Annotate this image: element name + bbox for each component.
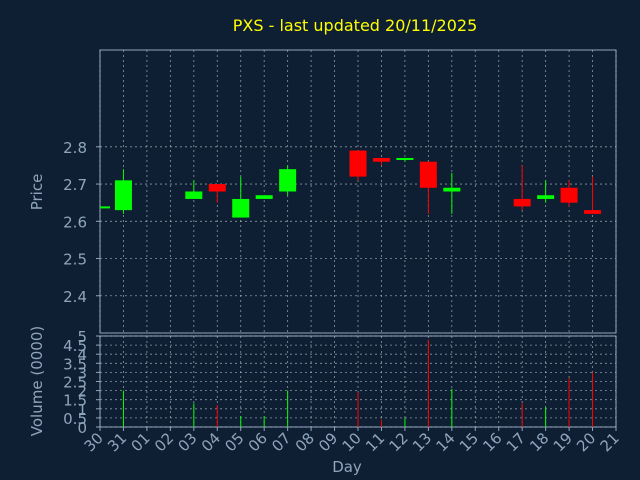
x-tick-label: 01 xyxy=(128,429,154,455)
price-y-tick-label: 2.8 xyxy=(63,139,87,157)
volume-y-tick-label: 0.5 xyxy=(63,410,87,428)
x-tick-label: 31 xyxy=(104,429,130,455)
price-y-tick-label: 2.5 xyxy=(63,251,87,269)
chart-title: PXS - last updated 20/11/2025 xyxy=(233,16,478,35)
candle-body xyxy=(114,180,132,211)
x-tick-label: 11 xyxy=(362,429,388,455)
volume-panel: 00.511.522.533.544.55 xyxy=(63,328,617,437)
volume-y-tick-label: 2 xyxy=(77,383,87,401)
price-y-tick-label: 2.7 xyxy=(63,176,87,194)
candle-body xyxy=(279,169,297,192)
x-tick-label: 04 xyxy=(198,429,224,455)
x-tick-label: 08 xyxy=(292,429,318,455)
x-tick-label: 06 xyxy=(245,429,271,455)
x-tick-label: 10 xyxy=(339,429,365,455)
volume-y-tick-label: 5 xyxy=(77,328,87,346)
candle-body xyxy=(537,195,555,199)
candle-body xyxy=(208,184,226,192)
price-panel: 2.4 2.5 2.6 2.7 2.8 xyxy=(63,49,617,334)
x-tick-label: 03 xyxy=(174,429,200,455)
candle-body xyxy=(349,150,367,177)
candle-body xyxy=(560,187,578,203)
candle-body xyxy=(185,191,203,199)
volume-y-tick-label: 4 xyxy=(77,346,87,364)
volume-y-tick-label: 3.5 xyxy=(63,355,87,373)
candle-body xyxy=(584,210,602,214)
volume-y-tick-label: 3 xyxy=(77,364,87,382)
candle-body xyxy=(396,157,414,160)
x-tick-label: 15 xyxy=(456,429,482,455)
price-y-tick-label: 2.4 xyxy=(63,288,87,306)
volume-axis-label: Volume (0000) xyxy=(28,326,46,436)
volume-y-tick-label: 0 xyxy=(77,419,87,437)
x-tick-label: 20 xyxy=(573,429,599,455)
volume-y-tick-label: 1.5 xyxy=(63,392,87,410)
candle-body xyxy=(513,198,531,207)
candle-body xyxy=(419,161,437,188)
x-tick-label: 09 xyxy=(315,429,341,455)
x-tick-label: 19 xyxy=(550,429,576,455)
x-tick-label: 13 xyxy=(409,429,435,455)
x-tick-label: 07 xyxy=(268,429,294,455)
x-tick-label: 18 xyxy=(526,429,552,455)
price-axis-label: Price xyxy=(28,174,46,211)
candle-body xyxy=(443,187,461,192)
x-tick-label: 05 xyxy=(221,429,247,455)
price-y-tick-label: 2.6 xyxy=(63,213,87,231)
x-tick-labels: 3031010203040506070809101112131415161718… xyxy=(81,427,623,455)
candle-body xyxy=(100,206,110,209)
x-tick-label: 12 xyxy=(386,429,412,455)
volume-y-tick-label: 2.5 xyxy=(63,374,87,392)
x-tick-label: 21 xyxy=(597,429,623,455)
x-tick-label: 02 xyxy=(151,429,177,455)
volume-y-tick-label: 1 xyxy=(77,401,87,419)
x-tick-label: 14 xyxy=(432,429,458,455)
x-tick-label: 17 xyxy=(503,429,529,455)
candle-body xyxy=(255,195,273,199)
x-axis-label: Day xyxy=(332,458,362,476)
x-tick-label: 16 xyxy=(479,429,505,455)
volume-y-tick-label: 4.5 xyxy=(63,337,87,355)
candle-body xyxy=(232,198,250,218)
candle-body xyxy=(372,157,390,162)
